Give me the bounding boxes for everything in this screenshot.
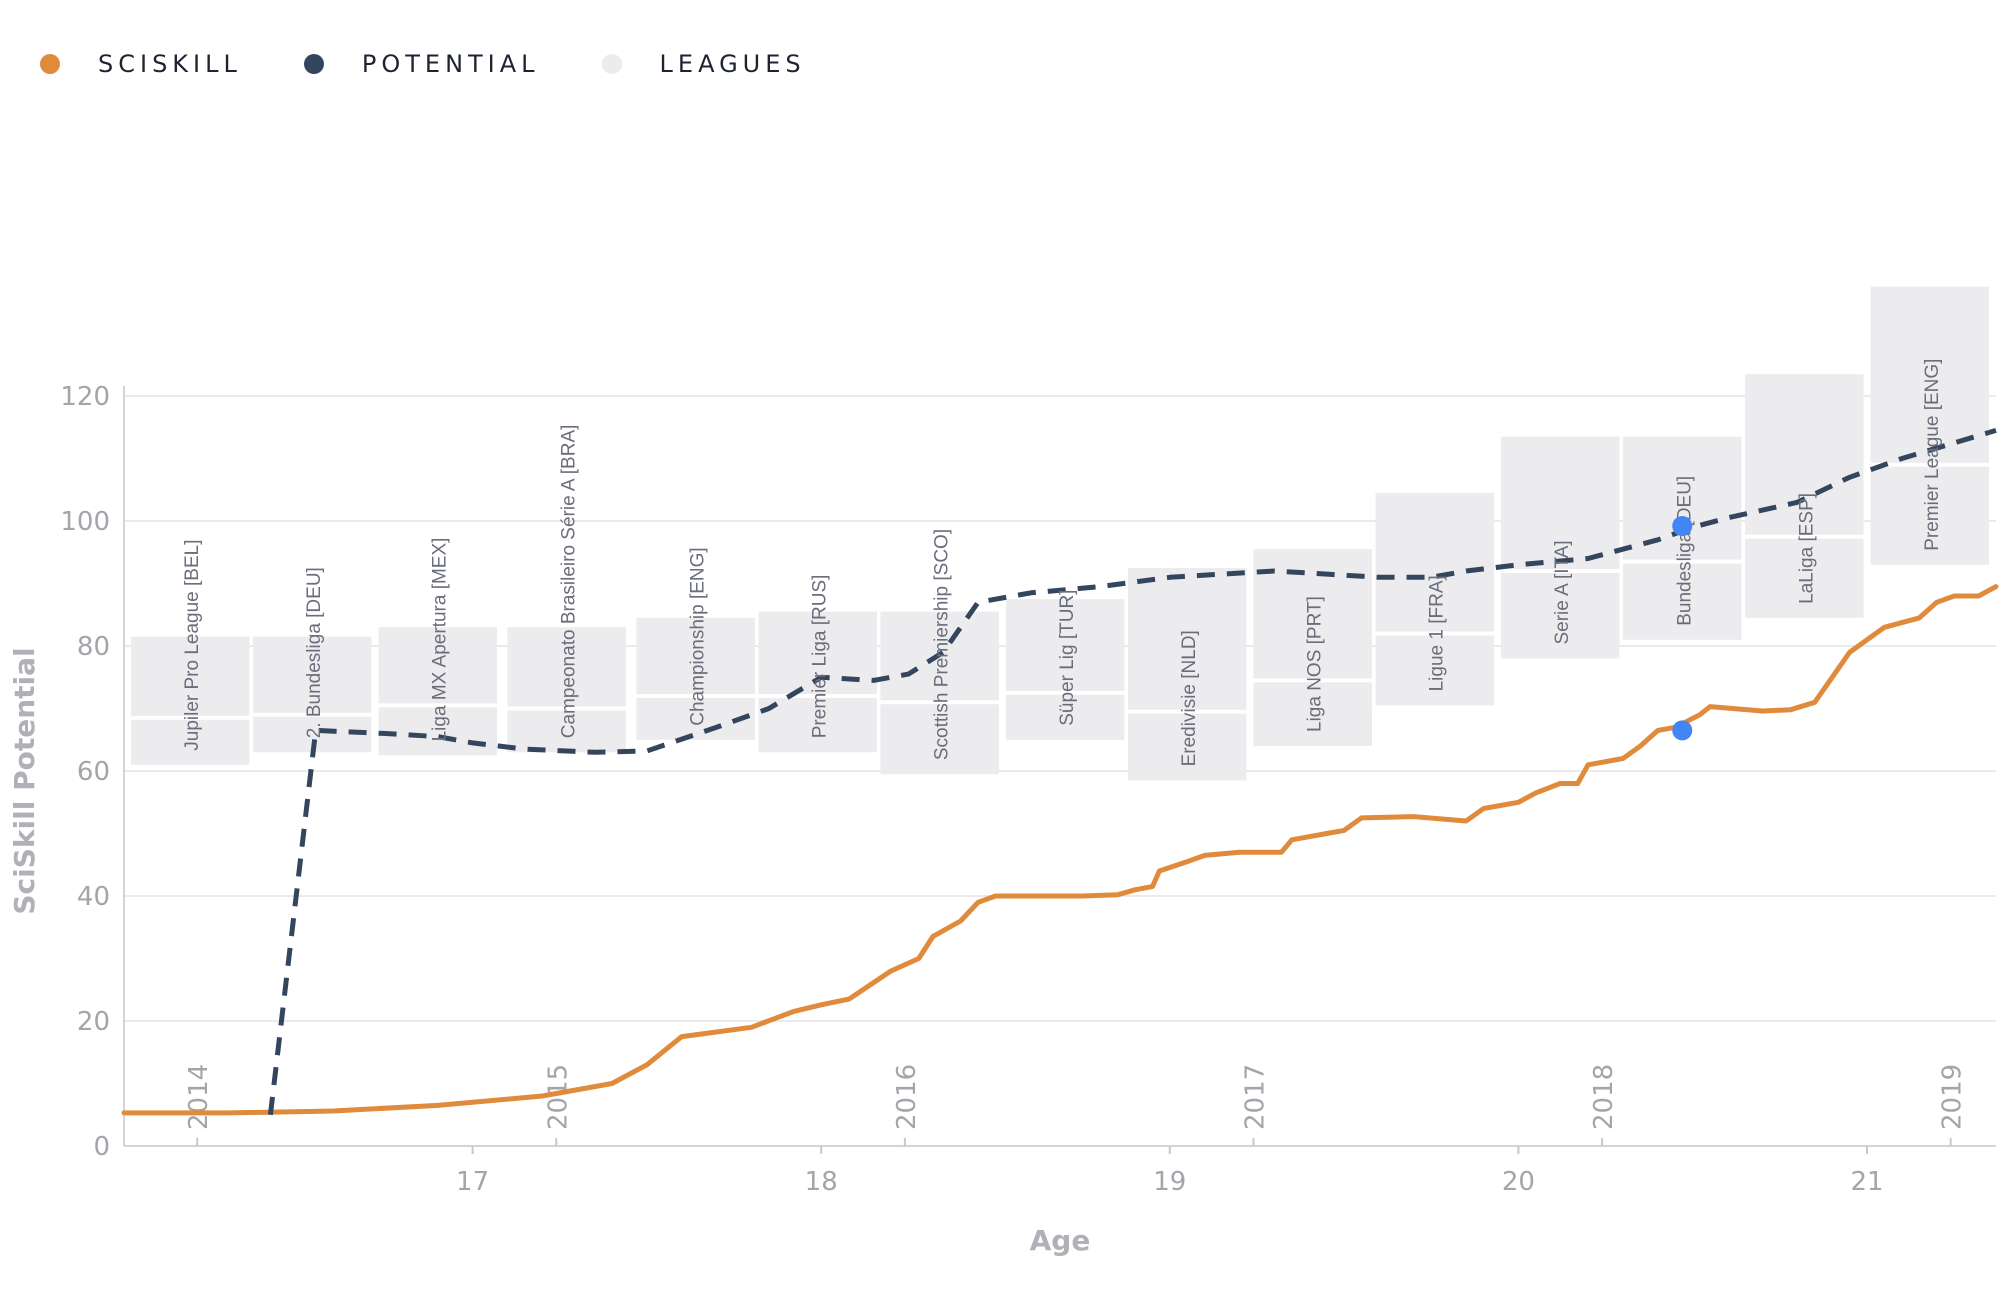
series-line-sciskill [121,584,1999,1116]
league-box-upper [1127,567,1247,710]
y-axis-title: SciSkill Potential [8,647,41,914]
y-tick-label: 80 [77,632,110,662]
legend-label-potential: POTENTIAL [361,50,540,78]
x-tick-label: 19 [1153,1167,1186,1197]
league-label: 2. Bundesliga [DEU] [304,567,325,738]
league-box-lower [130,719,250,765]
x-axis-title: Age [1030,1224,1091,1257]
league-labels: Jupiler Pro League [BEL] 2. Bundesliga [D… [182,359,1943,767]
legend-marker-sciskill [40,54,60,74]
y-tick-label: 120 [60,382,110,412]
year-tick-label: 2019 [1938,1064,1968,1130]
league-label: Ligue 1 [FRA] [1427,575,1448,691]
league-label: Premier League [ENG] [1922,359,1943,551]
x-tick-label: 20 [1502,1167,1535,1197]
x-tick-label: 18 [805,1167,838,1197]
league-label: Premier Liga [RUS] [810,575,831,739]
legend-item-potential[interactable]: POTENTIAL [303,50,540,78]
league-label: Süper Lig [TUR] [1057,590,1078,726]
league-box-lower [1005,694,1125,740]
highlight-point-potential [1672,516,1693,536]
legend-item-sciskill[interactable]: SCISKILL [40,50,242,78]
league-box-lower [507,710,626,753]
legend-marker-leagues [601,54,622,74]
league-box-upper [636,617,755,694]
league-label: LaLiga [ESP] [1796,493,1817,604]
year-ticks: 2014 2015 2016 2017 2018 2019 [184,1064,1968,1146]
legend-label-sciskill: SCISKILL [98,50,242,78]
league-box-upper [1870,286,1990,463]
y-tick-label: 20 [77,1007,110,1037]
league-box-upper [1005,599,1125,691]
league-box-upper [1375,492,1495,632]
league-box-lower [1375,635,1495,706]
league-box-lower [1127,713,1247,781]
league-box-lower [1253,682,1372,746]
year-tick-label: 2016 [892,1064,922,1130]
legend: SCISKILL POTENTIAL LEAGUES [40,44,868,84]
league-box-upper [1622,436,1742,560]
series-line-potential [267,428,1997,1116]
league-box-lower [1870,466,1990,565]
league-box-lower [1745,538,1864,618]
league-box-lower [1622,563,1742,640]
league-label: Eredivisie [NLD] [1179,630,1200,766]
x-tick-label: 17 [456,1167,489,1197]
league-label: Championship [ENG] [688,547,709,725]
league-label: Serie A [ITA] [1552,540,1573,644]
league-box-lower [1500,573,1620,659]
legend-item-leagues[interactable]: LEAGUES [601,50,806,78]
league-box-lower [758,698,877,753]
league-box-upper [378,627,498,704]
league-label: Campeonato Brasileiro Série A [BRA] [559,425,580,739]
x-tick-label: 21 [1850,1167,1883,1197]
league-label: Scottish Premiership [SCO] [932,529,953,760]
league-label: Liga NOS [PRT] [1305,596,1326,732]
year-tick-label: 2017 [1240,1064,1270,1130]
y-tick-label: 100 [60,507,110,537]
league-box-upper [252,636,372,713]
legend-label-leagues: LEAGUES [659,50,806,78]
highlight-point-sciskill [1672,720,1693,741]
year-tick-label: 2018 [1589,1064,1619,1130]
league-label: Bundesliga [DEU] [1674,476,1695,626]
league-box-lower [880,704,999,775]
league-label: Liga MX Apertura [MEX] [430,538,451,742]
y-tick-label: 60 [77,757,110,787]
x-ticks: 17 18 19 20 21 [456,1146,1884,1197]
league-box-upper [507,627,626,707]
league-box-upper [130,636,250,716]
league-box-lower [378,707,498,756]
year-tick-label: 2014 [184,1064,214,1130]
legend-marker-potential [303,54,324,74]
y-tick-label: 0 [93,1132,110,1162]
league-label: Jupiler Pro League [BEL] [182,540,203,751]
league-box-upper [1500,436,1620,569]
y-tick-label: 40 [77,882,110,912]
